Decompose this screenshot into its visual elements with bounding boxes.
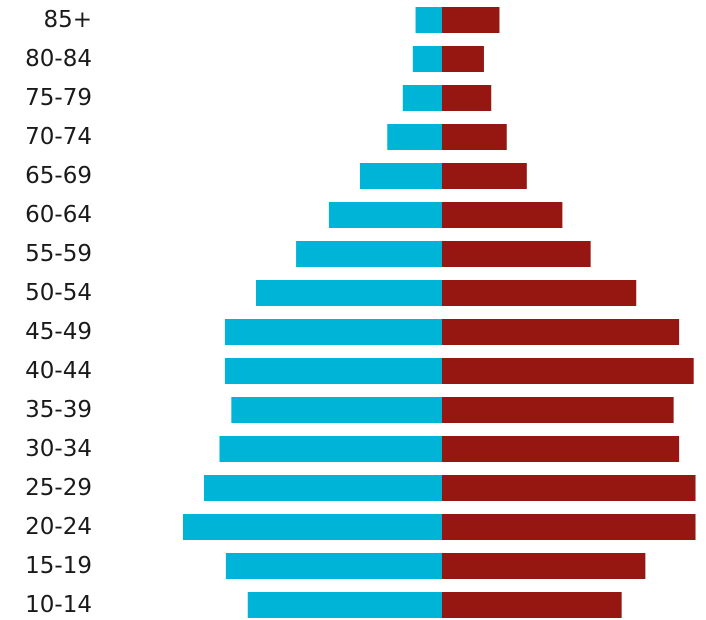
age-label-45-49: 45-49 bbox=[25, 319, 92, 345]
age-label-25-29: 25-29 bbox=[25, 475, 92, 501]
age-group-labels: 85+ 80-84 75-79 70-74 65-69 60-64 55-59 50-54 45… bbox=[25, 7, 92, 618]
left-bar-50-54 bbox=[255, 280, 442, 306]
right-bar-85-plus bbox=[442, 7, 500, 33]
right-bar-80-84 bbox=[442, 46, 484, 72]
age-label-30-34: 30-34 bbox=[25, 436, 92, 462]
age-label-15-19: 15-19 bbox=[25, 553, 92, 579]
left-bar-15-19 bbox=[225, 553, 442, 579]
age-label-35-39: 35-39 bbox=[25, 397, 92, 423]
left-bar-40-44 bbox=[224, 358, 442, 384]
left-bar-45-49 bbox=[224, 319, 442, 345]
left-bar-30-34 bbox=[219, 436, 442, 462]
left-bar-20-24 bbox=[183, 514, 442, 540]
left-bar-75-79 bbox=[402, 85, 442, 111]
left-bar-55-59 bbox=[296, 241, 442, 267]
age-label-10-14: 10-14 bbox=[25, 592, 92, 618]
left-bar-85-plus bbox=[415, 7, 442, 33]
right-bar-50-54 bbox=[442, 280, 637, 306]
age-label-70-74: 70-74 bbox=[25, 124, 92, 150]
right-bar-45-49 bbox=[442, 319, 680, 345]
age-label-85-plus: 85+ bbox=[43, 7, 92, 33]
left-bar-60-64 bbox=[328, 202, 442, 228]
age-label-65-69: 65-69 bbox=[25, 163, 92, 189]
right-bar-75-79 bbox=[442, 85, 492, 111]
right-bar-40-44 bbox=[442, 358, 694, 384]
left-bar-25-29 bbox=[203, 475, 442, 501]
left-bar-35-39 bbox=[231, 397, 442, 423]
right-bar-65-69 bbox=[442, 163, 527, 189]
age-label-50-54: 50-54 bbox=[25, 280, 92, 306]
age-label-40-44: 40-44 bbox=[25, 358, 92, 384]
right-bar-30-34 bbox=[442, 436, 680, 462]
right-bar-55-59 bbox=[442, 241, 591, 267]
age-label-55-59: 55-59 bbox=[25, 241, 92, 267]
right-bar-10-14 bbox=[442, 592, 622, 618]
left-bar-70-74 bbox=[387, 124, 442, 150]
age-label-75-79: 75-79 bbox=[25, 85, 92, 111]
right-bar-20-24 bbox=[442, 514, 696, 540]
left-bar-80-84 bbox=[412, 46, 442, 72]
left-series-bars bbox=[183, 7, 442, 618]
left-bar-65-69 bbox=[359, 163, 442, 189]
right-bar-60-64 bbox=[442, 202, 563, 228]
right-bar-35-39 bbox=[442, 397, 674, 423]
age-label-80-84: 80-84 bbox=[25, 46, 92, 72]
right-bar-70-74 bbox=[442, 124, 507, 150]
age-label-60-64: 60-64 bbox=[25, 202, 92, 228]
left-bar-10-14 bbox=[247, 592, 442, 618]
right-bar-25-29 bbox=[442, 475, 696, 501]
right-series-bars bbox=[442, 7, 696, 618]
age-label-20-24: 20-24 bbox=[25, 514, 92, 540]
right-bar-15-19 bbox=[442, 553, 646, 579]
